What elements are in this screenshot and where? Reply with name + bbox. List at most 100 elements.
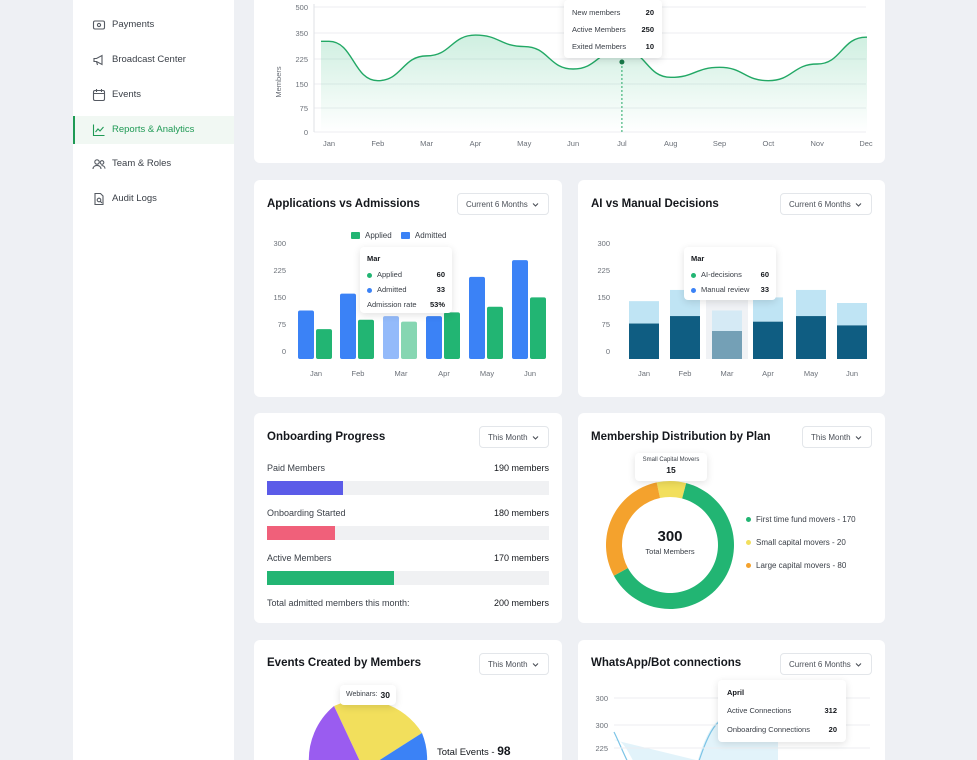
period-dropdown[interactable]: Current 6 Months <box>780 193 872 215</box>
period-dropdown[interactable]: Current 6 Months <box>780 653 872 675</box>
dropdown-label: Current 6 Months <box>789 199 851 209</box>
x-tick-label: Apr <box>762 369 774 378</box>
progress-track <box>267 481 549 495</box>
events-pie-chart <box>308 699 428 760</box>
sidebar-item-reports-analytics[interactable]: Reports & Analytics <box>73 116 234 144</box>
progress-fill <box>267 481 344 495</box>
bar-ai-decisions[interactable] <box>753 321 783 359</box>
payments-icon <box>92 20 106 30</box>
y-tick-label: 300 <box>597 239 610 248</box>
sidebar-item-broadcast-center[interactable]: Broadcast Center <box>73 46 234 74</box>
sidebar-item-payments[interactable]: Payments <box>73 11 234 39</box>
x-tick-label: Jan <box>310 369 322 378</box>
card-title: Applications vs Admissions <box>267 198 420 210</box>
y-tick-label: 150 <box>295 80 308 89</box>
y-tick-label: 500 <box>295 3 308 12</box>
donut-center-value: 300 <box>657 528 683 545</box>
bar-admitted[interactable] <box>530 297 546 359</box>
sidebar-item-events[interactable]: Events <box>73 81 234 109</box>
y-tick-label: 225 <box>295 55 308 64</box>
bar-admitted[interactable] <box>401 321 417 359</box>
period-dropdown[interactable]: This Month <box>479 653 549 675</box>
period-dropdown[interactable]: This Month <box>802 426 872 448</box>
pie-slice-purple <box>308 706 360 760</box>
sidebar-item-label: Team & Roles <box>112 158 172 169</box>
bar-applied[interactable] <box>383 316 399 359</box>
bar-applied[interactable] <box>512 260 528 359</box>
tooltip-label: Applied <box>367 270 402 279</box>
card-title: Onboarding Progress <box>267 431 386 443</box>
chart-line-icon <box>92 124 105 137</box>
bar-admitted[interactable] <box>316 329 332 359</box>
x-tick-label: Feb <box>371 139 384 148</box>
card-title: AI vs Manual Decisions <box>591 198 719 210</box>
tooltip-value: 250 <box>641 25 654 34</box>
tooltip-label: Onboarding Connections <box>727 725 810 734</box>
bar-applied[interactable] <box>469 276 485 359</box>
bar-admitted[interactable] <box>358 319 374 359</box>
bar-manual-review[interactable] <box>712 310 742 331</box>
bar-applied[interactable] <box>340 293 356 359</box>
progress-fill <box>267 526 335 540</box>
tooltip-value: 20 <box>645 8 654 17</box>
tooltip-label: Exited Members <box>572 42 627 51</box>
x-tick-label: Nov <box>811 139 825 148</box>
y-tick-label: 150 <box>273 293 286 302</box>
bar-admitted[interactable] <box>487 306 503 359</box>
y-tick-label: 350 <box>295 29 308 38</box>
period-dropdown[interactable]: Current 6 Months <box>457 193 549 215</box>
whatsapp-tooltip: April Active Connections 312 Onboarding … <box>718 680 846 742</box>
tooltip-value: 20 <box>828 725 837 734</box>
donut-slice[interactable] <box>605 482 661 576</box>
tooltip-value: 312 <box>824 706 837 715</box>
y-tick-label: 75 <box>300 104 308 113</box>
y-tick-label: 225 <box>595 744 608 753</box>
megaphone-icon <box>93 54 103 66</box>
bar-manual-review[interactable] <box>753 297 783 322</box>
pie-slice-webinars <box>334 699 422 760</box>
period-dropdown[interactable]: This Month <box>479 426 549 448</box>
members-tooltip: New members 20 Active Members 250 Exited… <box>564 0 662 58</box>
x-tick-label: Aug <box>664 139 677 148</box>
y-tick-label: 150 <box>597 293 610 302</box>
bar-ai-decisions[interactable] <box>796 316 826 359</box>
progress-label: Paid Members <box>267 463 326 473</box>
x-tick-label: Mar <box>721 369 734 378</box>
dropdown-label: This Month <box>488 432 528 442</box>
bar-applied[interactable] <box>426 316 442 359</box>
x-tick-label: May <box>480 369 494 378</box>
x-tick-label: Jan <box>638 369 650 378</box>
chevron-down-icon <box>855 663 862 667</box>
bar-admitted[interactable] <box>444 312 460 359</box>
sidebar-item-team-roles[interactable]: Team & Roles <box>73 150 234 178</box>
ai-manual-card: AI vs Manual Decisions Current 6 Months … <box>578 180 885 397</box>
y-tick-label: 0 <box>304 128 308 137</box>
progress-fill <box>267 571 394 585</box>
donut-slice[interactable] <box>656 481 687 499</box>
tooltip-value: 60 <box>760 270 769 279</box>
tooltip-month: April <box>727 688 745 697</box>
chevron-down-icon <box>532 436 539 440</box>
sidebar: Payments Broadcast Center Events Reports… <box>73 0 234 760</box>
total-admitted-value: 200 members <box>493 598 549 608</box>
bar-manual-review[interactable] <box>629 301 659 324</box>
tooltip-value: 30 <box>380 690 390 700</box>
bar-manual-review[interactable] <box>796 289 826 317</box>
users-icon <box>92 159 106 170</box>
events-created-card: Events Created by Members This Month Web… <box>254 640 562 760</box>
progress-value: 190 members <box>493 463 549 473</box>
x-tick-label: Dec <box>859 139 873 148</box>
card-title: Membership Distribution by Plan <box>591 431 771 443</box>
tooltip-label: Admitted <box>367 285 407 294</box>
membership-tooltip: Small Capital Movers 15 <box>635 453 707 481</box>
bar-ai-decisions[interactable] <box>670 316 700 359</box>
bar-ai-decisions[interactable] <box>712 331 742 359</box>
y-tick-label: 225 <box>597 266 610 275</box>
bar-ai-decisions[interactable] <box>837 325 867 359</box>
bar-applied[interactable] <box>298 310 314 359</box>
members-line <box>321 34 867 82</box>
sidebar-item-audit-logs[interactable]: Audit Logs <box>73 185 234 213</box>
bar-ai-decisions[interactable] <box>629 323 659 359</box>
bar-manual-review[interactable] <box>837 303 867 326</box>
total-events-label: Total Events - <box>437 747 498 758</box>
